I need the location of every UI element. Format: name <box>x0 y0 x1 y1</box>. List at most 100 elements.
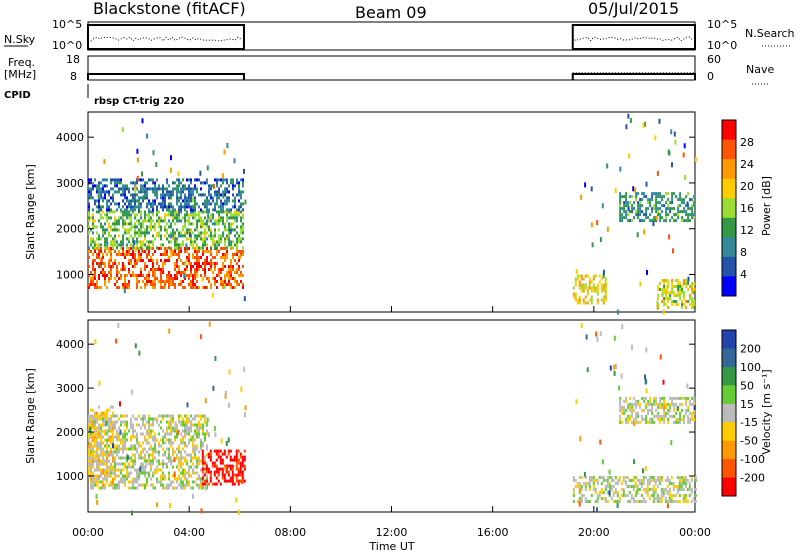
vel-data-cell <box>104 468 106 472</box>
power-data-cell <box>112 228 114 232</box>
power-data-cell <box>194 184 196 188</box>
vel-data-cell <box>689 411 692 415</box>
power-data-point <box>196 272 199 278</box>
power-data-cell <box>184 277 186 280</box>
beam-label: Beam 09 <box>355 3 427 22</box>
power-data-cell <box>120 216 122 220</box>
power-data-cell <box>88 225 90 229</box>
vel-data-cell <box>158 414 160 418</box>
vel-data-cell <box>675 396 678 400</box>
power-data-cell <box>116 228 118 232</box>
power-data-cell <box>146 240 148 244</box>
vel-data-cell <box>100 447 102 451</box>
vel-data-cell <box>588 476 591 479</box>
vel-data-cell <box>172 417 174 421</box>
vel-data-point <box>111 480 114 486</box>
power-data-cell <box>130 234 132 238</box>
vel-data-cell <box>90 462 92 466</box>
power-data-cell <box>576 274 579 278</box>
power-data-cell <box>220 247 222 250</box>
power-data-cell <box>156 196 158 200</box>
power-data-cell <box>665 201 668 205</box>
power-data-cell <box>150 256 152 259</box>
power-data-cell <box>166 181 168 185</box>
power-data-cell <box>643 192 646 196</box>
power-data-cell <box>192 280 194 283</box>
power-data-cell <box>168 225 170 229</box>
power-colorbar-tick-label: 20 <box>740 180 754 193</box>
vel-data-cell <box>632 488 635 491</box>
power-data-point <box>645 181 648 187</box>
power-data-cell <box>228 208 230 212</box>
power-data-cell <box>162 199 164 203</box>
power-data-cell <box>212 196 214 200</box>
vel-data-cell <box>204 432 206 436</box>
power-data-cell <box>90 178 92 182</box>
power-data-cell <box>234 259 236 262</box>
vel-data-cell <box>90 423 92 427</box>
power-data-cell <box>96 253 98 256</box>
vel-data-cell <box>241 458 244 462</box>
vel-data-cell <box>670 500 673 503</box>
vel-data-cell <box>592 485 595 488</box>
power-data-cell <box>152 268 154 271</box>
vel-data-cell <box>239 461 242 465</box>
vel-data-cell <box>96 447 98 451</box>
vel-data-cell <box>192 462 194 466</box>
power-data-cell <box>639 213 642 217</box>
vel-data-cell <box>629 402 632 406</box>
power-data-cell <box>596 298 599 302</box>
power-data-cell <box>194 247 196 250</box>
power-data-cell <box>240 250 242 253</box>
power-data-cell <box>124 196 126 200</box>
vel-data-cell <box>148 432 150 436</box>
power-data-cell <box>667 279 670 282</box>
power-data-cell <box>162 196 164 200</box>
vel-data-cell <box>683 414 686 418</box>
power-data-cell <box>683 219 686 223</box>
power-data-cell <box>586 274 589 278</box>
vel-data-cell <box>150 468 152 472</box>
vel-data-point <box>613 370 616 376</box>
vel-data-cell <box>184 456 186 460</box>
power-data-cell <box>160 280 162 283</box>
vel-data-cell <box>148 456 150 460</box>
vel-data-cell <box>580 497 583 500</box>
power-data-cell <box>138 202 140 206</box>
vel-data-cell <box>130 471 132 475</box>
power-data-cell <box>102 253 104 256</box>
vel-data-cell <box>104 459 106 463</box>
power-data-cell <box>592 277 595 281</box>
power-data-cell <box>683 297 686 300</box>
power-data-cell <box>206 247 208 250</box>
vel-data-cell <box>660 494 663 497</box>
vel-data-cell <box>217 449 220 453</box>
vel-data-cell <box>122 447 124 451</box>
vel-data-point <box>644 466 647 472</box>
power-data-cell <box>675 303 678 306</box>
vel-data-cell <box>637 414 640 418</box>
power-data-cell <box>174 231 176 235</box>
power-data-cell <box>679 282 682 285</box>
power-data-cell <box>110 250 112 253</box>
vel-data-cell <box>130 435 132 439</box>
power-data-cell <box>647 216 650 220</box>
vel-data-cell <box>132 453 134 457</box>
power-data-cell <box>170 280 172 283</box>
vel-data-cell <box>243 449 246 453</box>
vel-data-cell <box>192 435 194 439</box>
power-data-cell <box>126 286 128 289</box>
power-data-cell <box>144 265 146 268</box>
power-data-cell <box>88 246 90 250</box>
vel-data-cell <box>102 447 104 451</box>
vel-data-cell <box>88 468 90 472</box>
power-data-cell <box>128 216 130 220</box>
vel-data-cell <box>192 471 194 475</box>
vel-data-cell <box>94 435 96 439</box>
vel-data-cell <box>104 432 106 436</box>
power-data-cell <box>234 199 236 203</box>
power-data-cell <box>681 210 684 214</box>
vel-data-cell <box>184 471 186 475</box>
vel-data-cell <box>112 477 114 481</box>
vel-data-cell <box>682 500 685 503</box>
